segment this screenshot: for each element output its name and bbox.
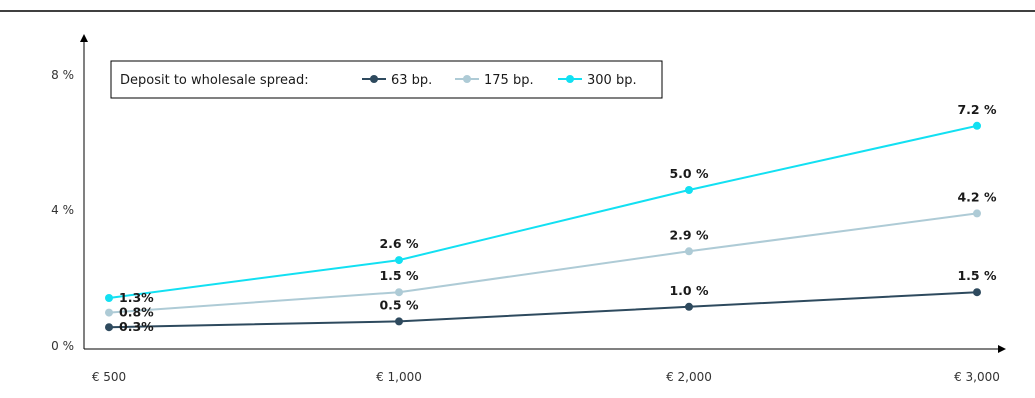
legend-marker bbox=[566, 75, 574, 83]
series-line bbox=[108, 124, 978, 299]
data-point bbox=[105, 308, 113, 317]
legend-label: 175 bp. bbox=[484, 73, 534, 88]
data-point bbox=[685, 247, 693, 256]
data-labels: 0.3% 0.5 % 1.0 % 1.5 % 0.8% 1.5 % 2.9 % 4.2 % 1.… bbox=[119, 102, 997, 334]
legend-label: 300 bp. bbox=[587, 73, 637, 88]
x-tick-label: € 3,000 bbox=[954, 370, 1000, 384]
data-label: 7.2 % bbox=[957, 102, 996, 117]
series-line bbox=[108, 212, 978, 314]
data-label: 2.6 % bbox=[379, 236, 418, 251]
data-point bbox=[395, 256, 403, 265]
data-label: 5.0 % bbox=[669, 166, 708, 181]
data-label: 2.9 % bbox=[669, 227, 708, 242]
y-tick-label: 4 % bbox=[51, 203, 74, 217]
data-label: 4.2 % bbox=[957, 189, 996, 204]
data-point bbox=[973, 288, 981, 297]
x-tick-label: € 1,000 bbox=[376, 370, 422, 384]
y-tick-label: 8 % bbox=[51, 68, 74, 82]
legend-label: 63 bp. bbox=[391, 73, 432, 88]
data-label: 1.5 % bbox=[957, 268, 996, 283]
data-label: 1.3% bbox=[119, 290, 154, 305]
series-line bbox=[108, 291, 978, 329]
data-point bbox=[685, 302, 693, 311]
data-point bbox=[973, 209, 981, 218]
y-axis-arrow bbox=[80, 34, 88, 42]
data-point bbox=[685, 186, 693, 194]
series-group bbox=[105, 121, 981, 332]
x-axis-arrow bbox=[998, 345, 1006, 353]
legend-marker bbox=[370, 75, 378, 83]
legend-title: Deposit to wholesale spread: bbox=[120, 73, 309, 88]
x-tick-label: € 2,000 bbox=[666, 370, 712, 384]
data-label: 1.0 % bbox=[669, 283, 708, 298]
data-label: 1.5 % bbox=[379, 268, 418, 283]
data-label: 0.3% bbox=[119, 319, 154, 334]
axes: 0 % 4 % 8 % € 500 € 1,000 € 2,000 € 3,000 bbox=[51, 34, 1006, 384]
legend-marker bbox=[463, 75, 471, 83]
data-label: 0.5 % bbox=[379, 297, 418, 312]
data-point bbox=[395, 288, 403, 297]
data-point bbox=[105, 323, 113, 332]
data-point bbox=[395, 317, 403, 326]
data-point bbox=[105, 294, 113, 302]
data-point bbox=[973, 121, 981, 130]
legend: Deposit to wholesale spread: 63 bp. 175 bp… bbox=[110, 60, 663, 99]
x-tick-label: € 500 bbox=[92, 370, 126, 384]
y-tick-label: 0 % bbox=[51, 339, 74, 353]
data-label: 0.8% bbox=[119, 305, 154, 320]
